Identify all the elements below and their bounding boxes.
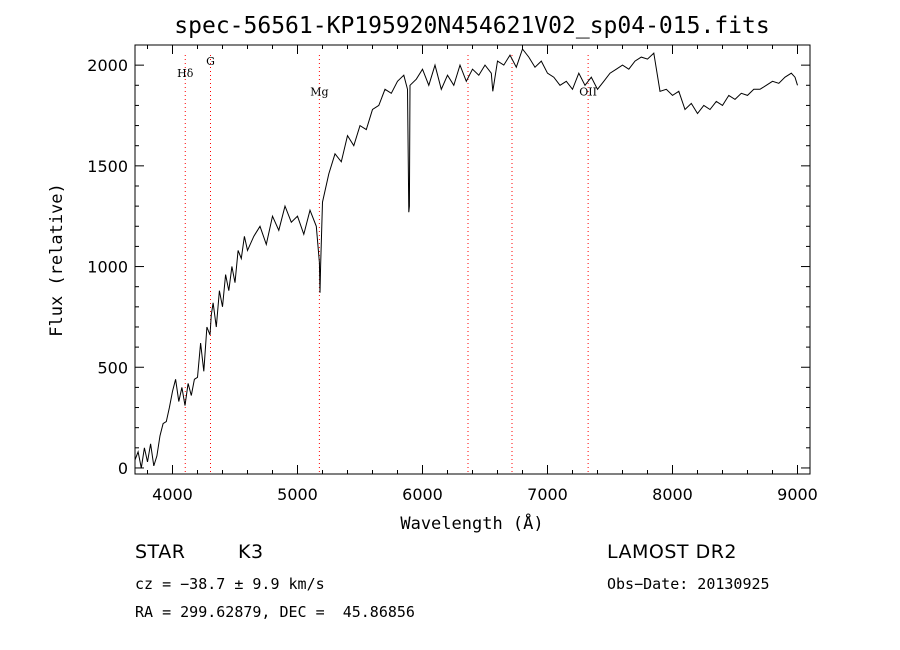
- plot-frame: [134, 44, 811, 475]
- axes: 4000 5000 6000 7000 8000 9000 0 500 1000 1500 2000: [87, 44, 818, 504]
- x-axis-label: Wavelength (Å): [400, 512, 543, 534]
- x-tick-label: 5000: [277, 485, 318, 504]
- y-tick-label: 500: [97, 358, 128, 377]
- redshift-velocity: cz = −38.7 ± 9.9 km/s: [135, 575, 325, 593]
- spectral-line-label: Mg: [310, 85, 328, 98]
- spectral-line-label: Hδ: [177, 67, 194, 80]
- spectral-line-label: G: [206, 55, 215, 68]
- x-tick-label: 6000: [402, 485, 443, 504]
- x-tick-label: 8000: [652, 485, 693, 504]
- spectral-line-markers: Hδ G Mg OII: [177, 55, 597, 474]
- object-class: STAR: [135, 541, 186, 563]
- coordinates: RA = 299.62879, DEC = 45.86856: [135, 603, 415, 621]
- chart-title: spec-56561-KP195920N454621V02_sp04-015.f…: [174, 13, 769, 39]
- y-tick-label: 1500: [87, 157, 128, 176]
- series-layer: [134, 47, 798, 469]
- observation-date: Obs−Date: 20130925: [607, 575, 770, 593]
- y-tick-label: 0: [118, 459, 128, 478]
- spectrum-line: [134, 47, 798, 469]
- y-tick-label: 1000: [87, 258, 128, 277]
- y-tick-label: 2000: [87, 56, 128, 75]
- x-tick-label: 4000: [152, 485, 193, 504]
- survey-name: LAMOST DR2: [607, 541, 737, 563]
- spectral-line-label: OII: [579, 85, 597, 98]
- y-axis-label: Flux (relative): [47, 183, 67, 337]
- object-subclass: K3: [238, 541, 264, 563]
- x-tick-label: 7000: [527, 485, 568, 504]
- x-tick-label: 9000: [777, 485, 818, 504]
